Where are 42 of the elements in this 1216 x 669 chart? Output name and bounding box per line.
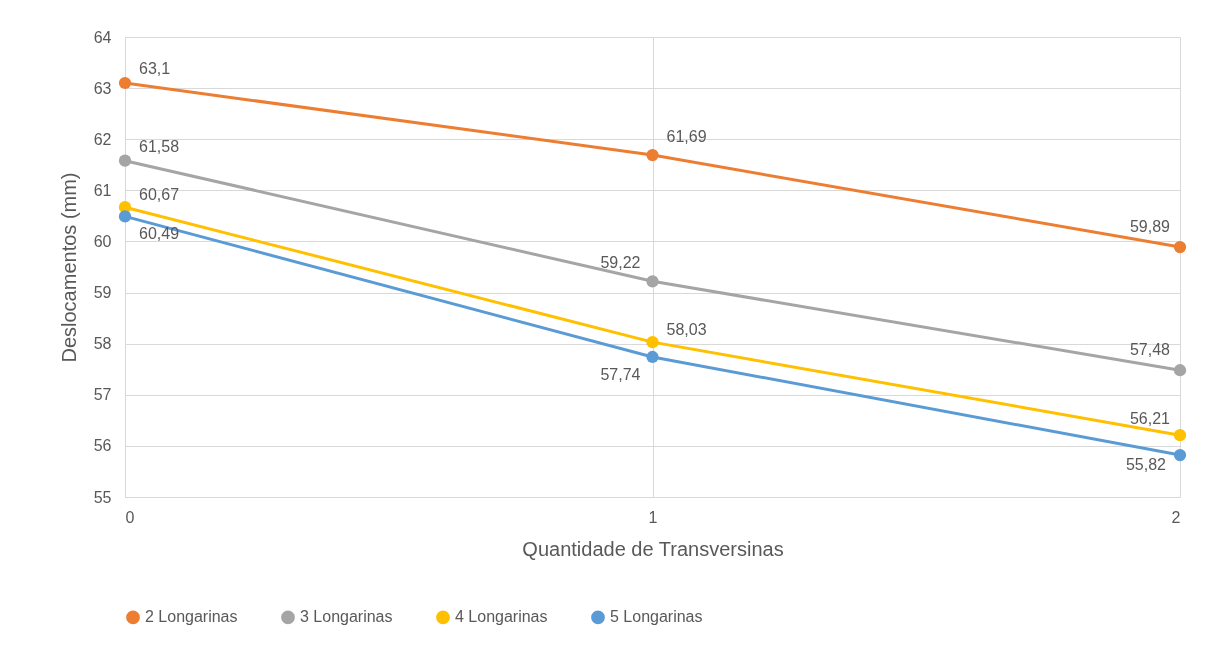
y-axis-title: Deslocamentos (mm) — [57, 172, 80, 363]
point — [1173, 364, 1187, 377]
data-label: 61,58 — [139, 137, 180, 155]
data-label: 60,49 — [139, 225, 180, 243]
legend-label: 3 Longarinas — [300, 608, 393, 626]
data-label: 61,69 — [666, 128, 707, 146]
y-tick-label: 56 — [93, 437, 112, 455]
x-tick-label: 0 — [125, 508, 135, 526]
y-tick-label: 62 — [93, 130, 112, 148]
data-label: 60,67 — [139, 186, 180, 204]
data-label: 63,1 — [139, 60, 171, 77]
legend-label: 5 Longarinas — [610, 608, 703, 626]
point — [1173, 429, 1187, 442]
data-label: 56,21 — [1129, 410, 1171, 428]
point — [646, 350, 659, 364]
x-tick-label: 2 — [1171, 508, 1181, 526]
x-tick-label: 1 — [648, 508, 658, 526]
point — [118, 210, 132, 223]
y-tick-label: 55 — [93, 488, 112, 506]
y-tick-label: 58 — [93, 335, 112, 353]
y-tick-label: 64 — [93, 28, 112, 46]
y-tick-label: 57 — [93, 386, 112, 404]
legend-label: 4 Longarinas — [455, 608, 548, 626]
data-label: 58,03 — [666, 321, 707, 339]
point — [646, 336, 659, 349]
data-label: 55,82 — [1125, 456, 1167, 474]
point — [646, 148, 659, 162]
y-tick-label: 61 — [93, 181, 112, 199]
y-tick-label: 63 — [93, 79, 112, 97]
point — [1173, 448, 1187, 462]
y-tick-label: 60 — [93, 232, 112, 250]
point — [1173, 240, 1187, 254]
point — [646, 275, 659, 288]
point — [118, 76, 132, 90]
legend-label: 2 Longarinas — [145, 608, 238, 626]
x-axis-title: Quantidade de Transversinas — [522, 537, 784, 560]
data-label: 59,89 — [1129, 218, 1171, 236]
point — [118, 154, 132, 167]
data-label: 57,48 — [1129, 341, 1171, 359]
y-tick-label: 59 — [93, 284, 112, 302]
data-label: 59,22 — [600, 254, 641, 272]
data-label: 57,74 — [600, 365, 641, 383]
